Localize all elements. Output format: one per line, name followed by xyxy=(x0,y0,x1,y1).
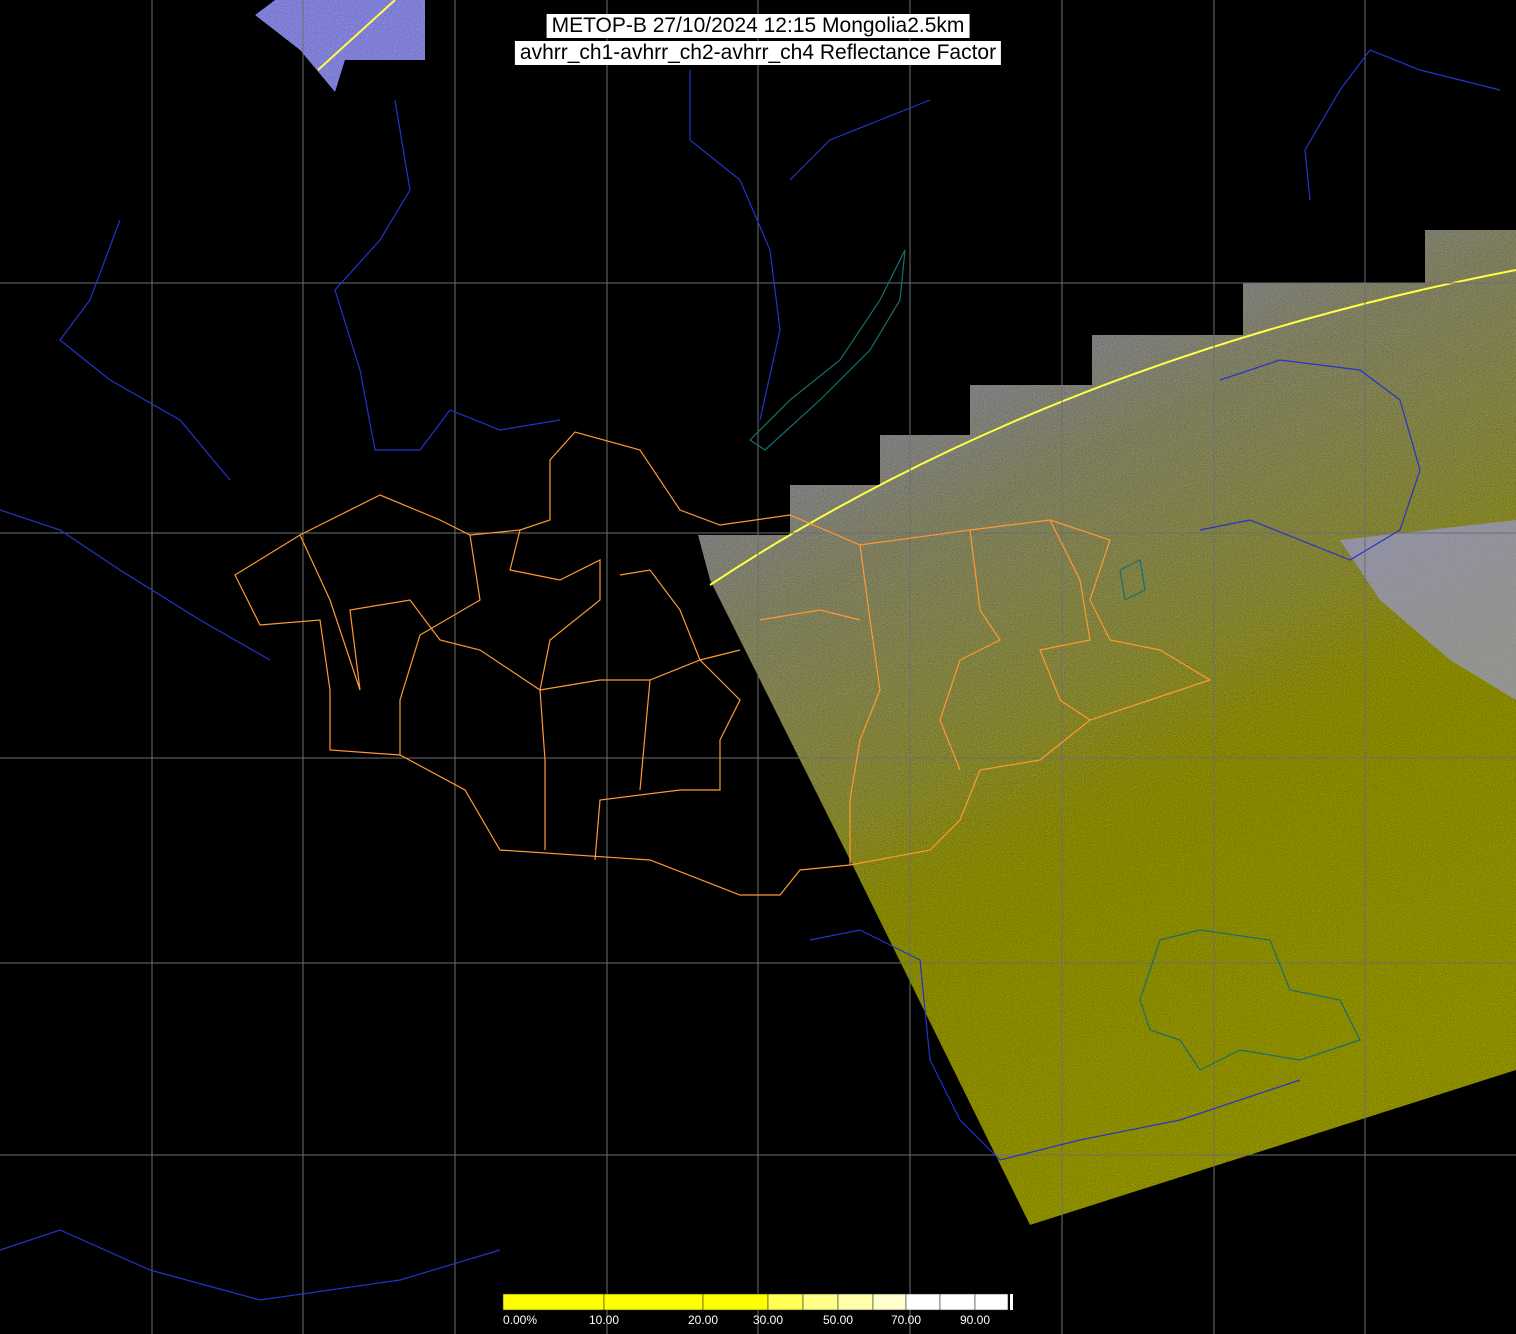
swath-blue-east xyxy=(1340,520,1516,700)
colorbar-segment xyxy=(802,1293,839,1311)
colorbar-segment xyxy=(974,1293,1009,1311)
colorbar-end xyxy=(1010,1294,1013,1310)
colorbar-segment xyxy=(502,1293,605,1311)
orbit-track-fragment xyxy=(317,0,396,71)
swath-fragment xyxy=(255,0,425,92)
colorbar-segment xyxy=(603,1293,704,1311)
swath xyxy=(255,0,1516,1225)
colorbar xyxy=(502,1293,1013,1311)
title-line-1: METOP-B 27/10/2024 12:15 Mongolia2.5km xyxy=(546,14,970,38)
colorbar-segment xyxy=(905,1293,941,1311)
colorbar-label: 50.00 xyxy=(822,1313,854,1327)
colorbar-segment xyxy=(939,1293,976,1311)
title-line-2: avhrr_ch1-avhrr_ch2-avhrr_ch4 Reflectanc… xyxy=(514,41,1002,65)
colorbar-label: 0.00% xyxy=(502,1313,538,1327)
colorbar-segment xyxy=(767,1293,804,1311)
province-borders xyxy=(234,431,1212,896)
colorbar-label: 90.00 xyxy=(959,1313,991,1327)
colorbar-label: 20.00 xyxy=(687,1313,719,1327)
colorbar-label: 70.00 xyxy=(890,1313,922,1327)
colorbar-label: 30.00 xyxy=(752,1313,784,1327)
colorbar-segment xyxy=(702,1293,769,1311)
rivers xyxy=(0,49,1501,1301)
lakes xyxy=(749,249,1361,1071)
colorbar-label: 10.00 xyxy=(588,1313,620,1327)
colorbar-segment xyxy=(872,1293,907,1311)
colorbar-segment xyxy=(837,1293,874,1311)
swath-main xyxy=(698,230,1516,1225)
orbit-track xyxy=(709,269,1516,586)
